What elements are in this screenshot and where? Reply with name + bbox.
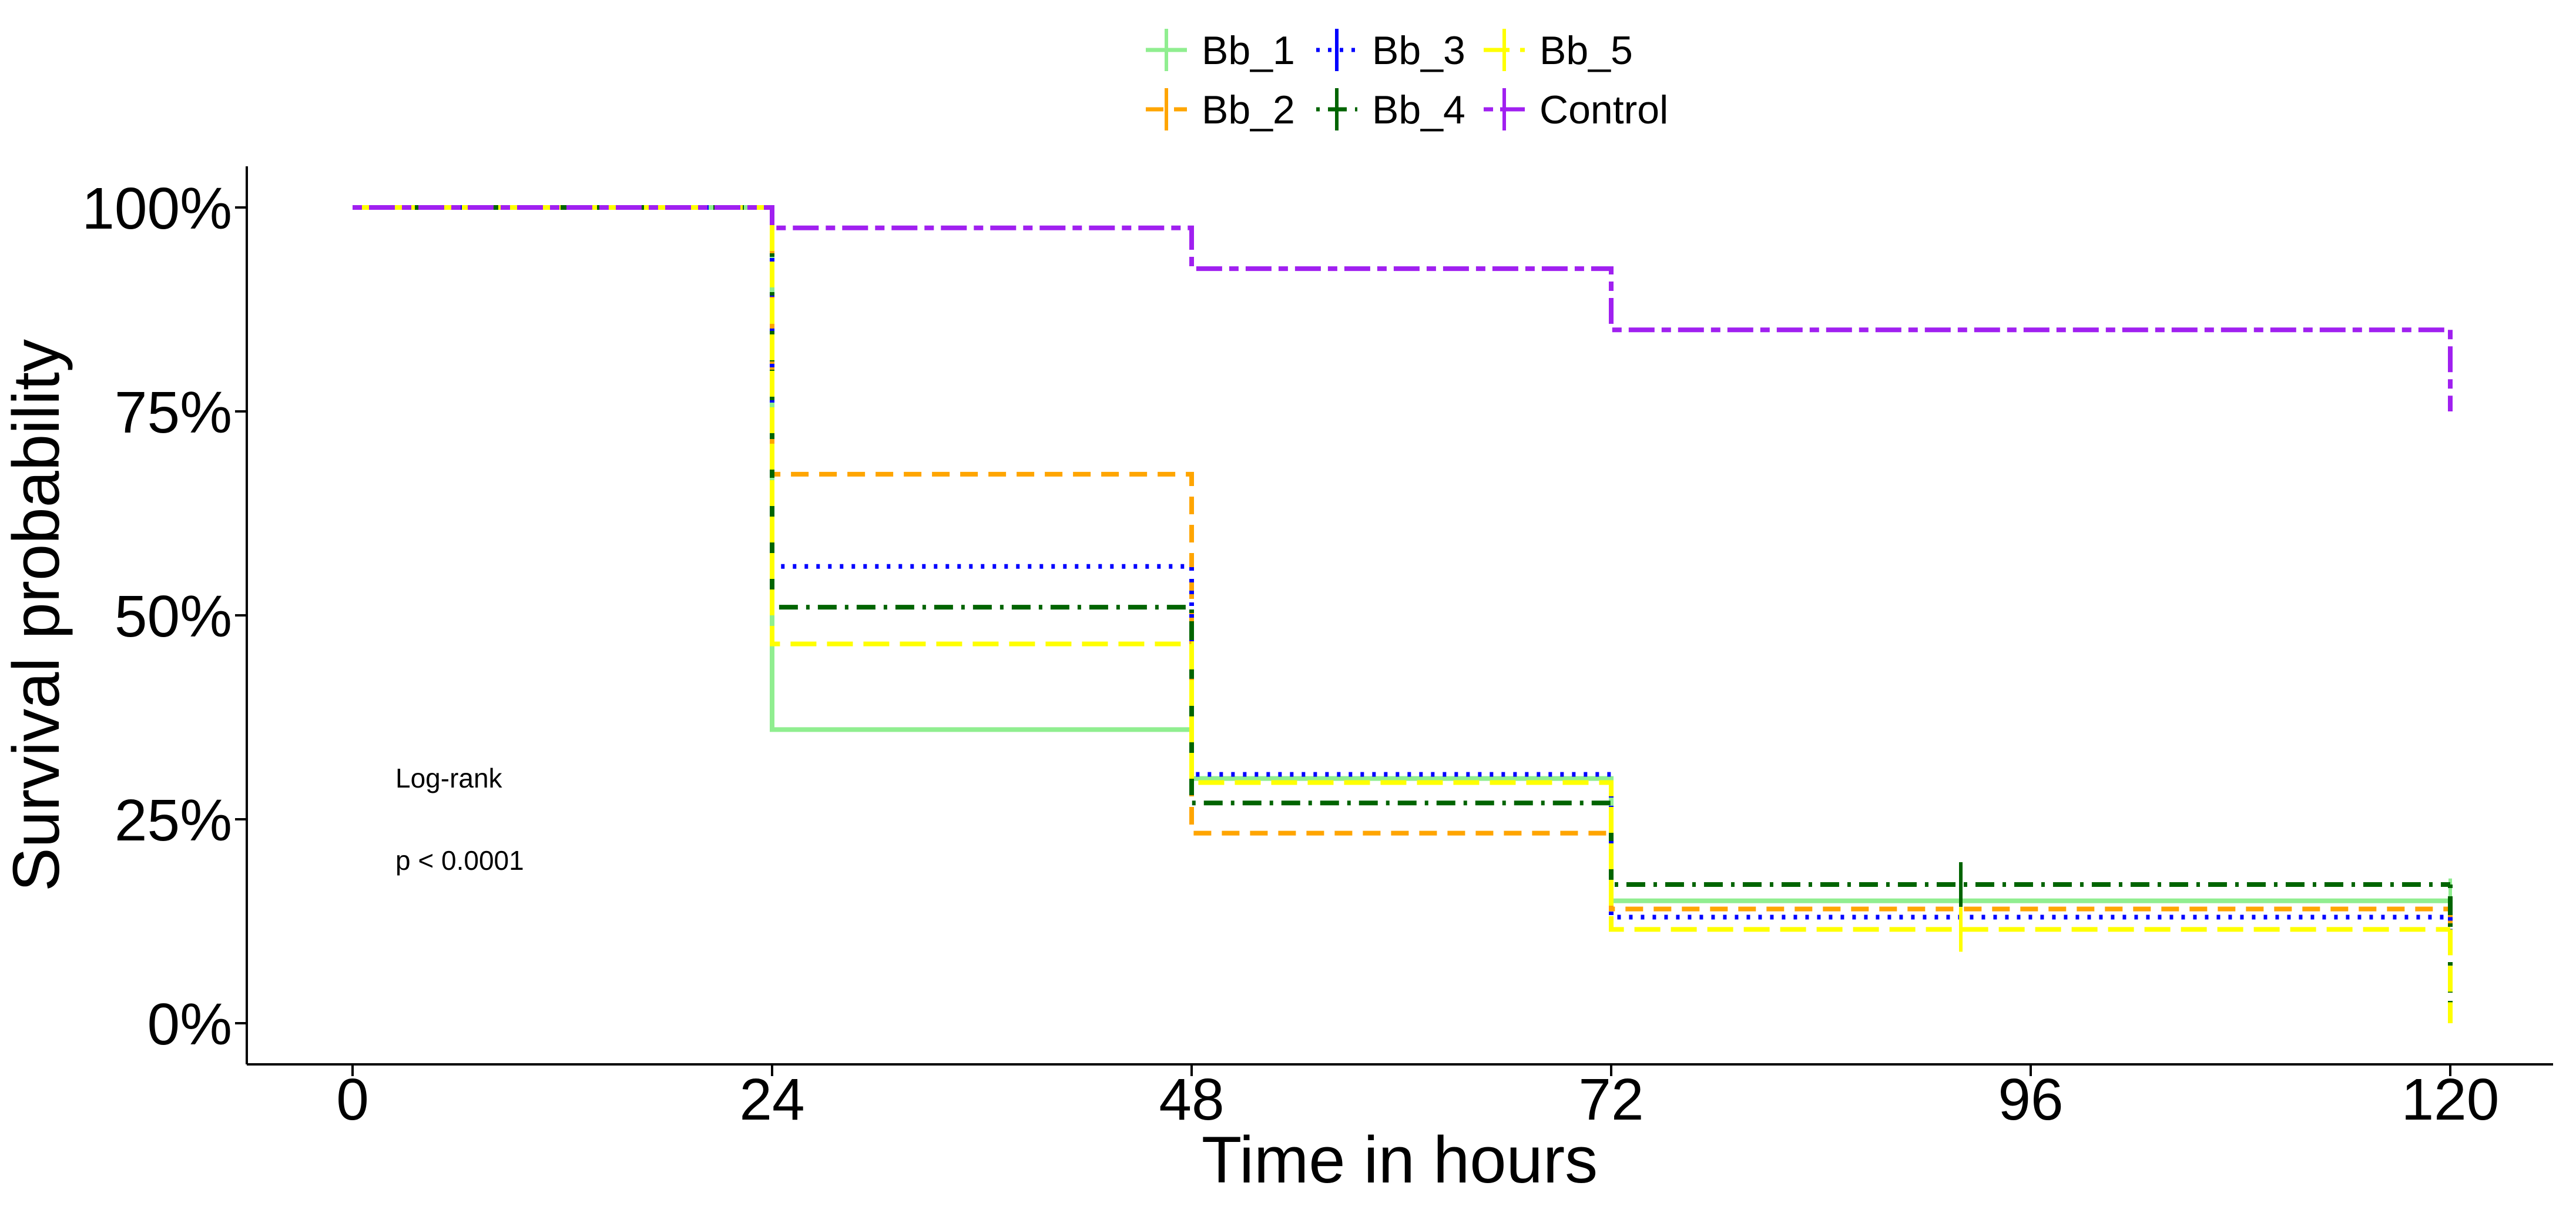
- ticks: 0 24 48 72 96 120 0% 25% 50% 75% 100%: [82, 176, 2499, 1133]
- series-line-bb-5: [353, 205, 2453, 1023]
- legend: Bb_1 Bb_2 Bb_3 Bb_4 Bb_5 Control: [1146, 28, 1668, 132]
- x-tick-label: 24: [739, 1067, 804, 1133]
- plot-area: [353, 205, 2453, 1023]
- y-tick-label: 0%: [147, 991, 232, 1057]
- x-tick-label: 0: [336, 1067, 369, 1133]
- legend-item-bb-4: Bb_4: [1316, 88, 1465, 132]
- legend-label: Bb_3: [1372, 28, 1465, 73]
- x-tick-label: 96: [1998, 1067, 2063, 1133]
- x-tick-label: 72: [1578, 1067, 1643, 1133]
- legend-item-bb-1: Bb_1: [1146, 28, 1295, 73]
- x-tick-label: 48: [1159, 1067, 1224, 1133]
- axes: [246, 166, 2553, 1066]
- y-tick-label: 100%: [82, 176, 232, 242]
- legend-item-bb-2: Bb_2: [1146, 88, 1295, 132]
- legend-item-control: Control: [1484, 88, 1668, 132]
- legend-item-bb-5: Bb_5: [1484, 28, 1633, 73]
- legend-label: Bb_2: [1202, 88, 1295, 132]
- x-tick-label: 120: [2401, 1067, 2500, 1133]
- legend-label: Control: [1539, 88, 1668, 132]
- series-line-bb-2: [353, 205, 2453, 934]
- y-tick-label: 75%: [115, 380, 232, 445]
- annotation-p-value: p < 0.0001: [395, 845, 524, 876]
- annotation-log-rank: Log-rank: [395, 763, 503, 793]
- legend-label: Bb_1: [1202, 28, 1295, 73]
- legend-label: Bb_5: [1539, 28, 1633, 73]
- x-axis-title: Time in hours: [1202, 1123, 1598, 1197]
- series-line-control: [353, 205, 2453, 411]
- series-line-bb-4: [353, 205, 2453, 1007]
- y-tick-label: 25%: [115, 788, 232, 853]
- legend-item-bb-3: Bb_3: [1316, 28, 1465, 73]
- y-tick-label: 50%: [115, 584, 232, 649]
- y-axis-title: Survival probability: [0, 339, 73, 892]
- series-line-bb-1: [353, 205, 2453, 917]
- legend-label: Bb_4: [1372, 88, 1465, 132]
